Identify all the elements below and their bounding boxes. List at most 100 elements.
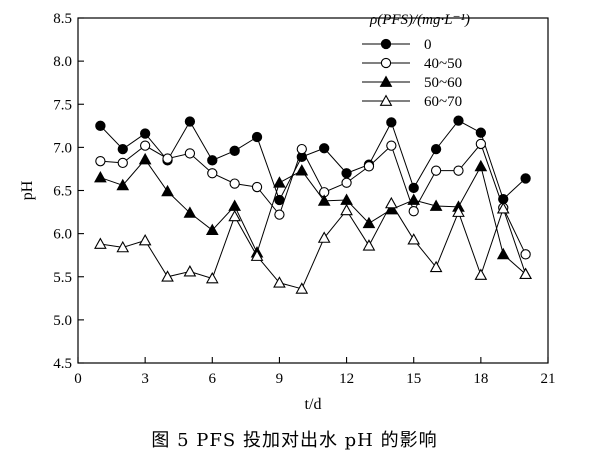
data-point [429, 260, 443, 273]
data-point [183, 206, 197, 218]
y-tick-label: 5.0 [53, 313, 72, 329]
y-tick-label: 4.5 [53, 356, 72, 372]
y-tick-label: 6.0 [53, 227, 72, 243]
series-line [100, 202, 527, 290]
legend-marker [380, 38, 392, 50]
data-point [317, 194, 331, 206]
data-point [520, 249, 531, 260]
data-point [475, 127, 487, 138]
data-point [407, 193, 421, 205]
plot-frame [77, 17, 549, 364]
data-point [94, 171, 107, 183]
data-point [474, 159, 488, 172]
legend-marker [379, 75, 393, 87]
y-tick-label: 6.5 [53, 184, 72, 200]
data-point [116, 240, 130, 253]
data-point [341, 177, 352, 188]
legend-label: 60~70 [424, 94, 462, 110]
data-point [453, 115, 464, 126]
x-tick-label: 6 [209, 371, 217, 387]
legend-title: ρ(PFS)/(mg·L⁻¹) [369, 12, 470, 28]
y-tick-label: 8.0 [53, 54, 72, 70]
series-3 [94, 152, 532, 280]
data-point [94, 237, 107, 249]
data-point [95, 120, 106, 131]
data-point [295, 164, 309, 176]
legend-marker [379, 94, 393, 106]
series-4 [94, 196, 532, 294]
axes: 0 3 6 9 12 15 18 21 4.5 5.0 5.5 6.0 6.5 7.0 7.5 8.0 8.5 t… [19, 11, 556, 413]
x-axis-title: t/d [305, 396, 322, 413]
x-tick-label: 12 [339, 371, 354, 387]
y-axis-title: pH [19, 180, 36, 200]
x-tick-label: 0 [74, 371, 82, 387]
data-point [95, 156, 106, 167]
data-point [453, 165, 464, 176]
y-tick-label: 8.5 [53, 11, 72, 27]
data-point [317, 231, 331, 243]
data-point [340, 203, 353, 216]
data-point [207, 168, 218, 179]
data-point [386, 117, 397, 128]
data-point [408, 206, 419, 217]
data-point [362, 216, 376, 229]
legend-marker [380, 57, 392, 69]
x-tick-label: 9 [276, 371, 284, 387]
data-point [205, 271, 219, 284]
x-tick-label: 3 [141, 371, 149, 387]
data-point [430, 143, 442, 155]
legend-label: 40~50 [424, 56, 462, 72]
data-point [207, 155, 218, 166]
data-point [116, 178, 130, 191]
figure-caption: 图 5 PFS 投加对出水 pH 的影响 [151, 430, 438, 451]
data-point [161, 270, 174, 282]
data-point [295, 282, 309, 294]
data-point [296, 143, 307, 155]
y-tick-label: 7.0 [53, 140, 72, 156]
data-point [363, 161, 375, 172]
data-point [117, 157, 128, 169]
data-point [139, 128, 151, 139]
data-point [475, 138, 487, 150]
data-point [407, 233, 421, 245]
series-line [100, 119, 526, 202]
data-point [251, 131, 263, 143]
data-point [408, 182, 419, 194]
data-point [162, 153, 173, 164]
data-point [386, 140, 397, 151]
data-point [229, 178, 240, 189]
plot-area [94, 115, 532, 294]
data-point [228, 199, 242, 211]
data-point [184, 148, 196, 159]
data-point [520, 173, 531, 184]
y-tick-label: 5.5 [53, 270, 72, 286]
data-point [117, 143, 128, 155]
data-point [184, 116, 196, 127]
data-point [138, 152, 152, 165]
data-point [430, 165, 442, 176]
data-point [452, 205, 465, 217]
data-point [273, 176, 286, 188]
data-point [274, 194, 285, 206]
data-point [319, 143, 330, 154]
y-tick-label: 7.5 [53, 97, 72, 113]
data-point [429, 199, 443, 211]
data-point [273, 276, 286, 288]
series-1 [95, 115, 531, 206]
data-point [519, 267, 532, 280]
ph-line-chart: 0 3 6 9 12 15 18 21 4.5 5.0 5.5 6.0 6.5 7.0 7.5 8.0 8.5 t… [19, 11, 556, 413]
data-point [362, 239, 376, 251]
data-point [474, 268, 488, 280]
data-point [139, 140, 151, 151]
legend: ρ(PFS)/(mg·L⁻¹) 0 40~50 50~60 60~70 [362, 12, 470, 110]
data-point [341, 168, 352, 179]
data-point [274, 209, 285, 220]
data-point [250, 249, 264, 261]
legend-label: 50~60 [424, 75, 462, 91]
data-point [496, 247, 510, 260]
data-point [228, 209, 242, 222]
x-tick-label: 21 [541, 371, 556, 387]
data-point [205, 223, 219, 236]
data-point [496, 202, 510, 214]
series-2 [95, 138, 531, 260]
